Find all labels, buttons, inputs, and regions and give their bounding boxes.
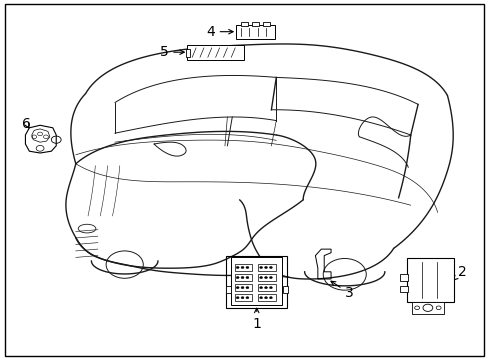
Circle shape	[241, 266, 244, 269]
FancyBboxPatch shape	[263, 22, 270, 26]
Circle shape	[241, 287, 244, 289]
Circle shape	[259, 276, 262, 279]
Circle shape	[259, 297, 262, 299]
FancyBboxPatch shape	[258, 274, 275, 281]
Circle shape	[241, 297, 244, 299]
Circle shape	[245, 297, 248, 299]
Circle shape	[264, 297, 267, 299]
Circle shape	[236, 276, 239, 279]
FancyBboxPatch shape	[234, 264, 252, 271]
Circle shape	[245, 287, 248, 289]
FancyBboxPatch shape	[231, 257, 282, 305]
Circle shape	[245, 266, 248, 269]
Text: 6: 6	[22, 117, 31, 131]
FancyBboxPatch shape	[251, 22, 259, 26]
FancyBboxPatch shape	[406, 258, 453, 302]
Circle shape	[236, 287, 239, 289]
Circle shape	[259, 287, 262, 289]
Circle shape	[264, 266, 267, 269]
FancyBboxPatch shape	[258, 294, 275, 301]
Circle shape	[269, 266, 272, 269]
Circle shape	[269, 287, 272, 289]
Circle shape	[259, 266, 262, 269]
FancyBboxPatch shape	[283, 286, 287, 293]
FancyBboxPatch shape	[399, 274, 407, 281]
Circle shape	[269, 276, 272, 279]
FancyBboxPatch shape	[226, 286, 231, 293]
FancyBboxPatch shape	[235, 25, 275, 39]
Text: 1: 1	[252, 308, 261, 331]
FancyBboxPatch shape	[234, 294, 252, 301]
Text: 2: 2	[452, 265, 466, 280]
FancyBboxPatch shape	[185, 49, 189, 57]
FancyBboxPatch shape	[240, 22, 247, 26]
FancyBboxPatch shape	[258, 264, 275, 271]
Text: 3: 3	[330, 281, 353, 300]
Circle shape	[269, 297, 272, 299]
Circle shape	[236, 297, 239, 299]
Circle shape	[264, 287, 267, 289]
Circle shape	[241, 276, 244, 279]
FancyBboxPatch shape	[234, 274, 252, 281]
Circle shape	[264, 276, 267, 279]
FancyBboxPatch shape	[186, 45, 243, 60]
FancyBboxPatch shape	[258, 284, 275, 291]
FancyBboxPatch shape	[399, 286, 407, 292]
FancyBboxPatch shape	[234, 284, 252, 291]
Text: 5: 5	[159, 45, 184, 59]
FancyBboxPatch shape	[411, 302, 443, 314]
Text: 4: 4	[205, 25, 233, 39]
Circle shape	[245, 276, 248, 279]
Circle shape	[236, 266, 239, 269]
